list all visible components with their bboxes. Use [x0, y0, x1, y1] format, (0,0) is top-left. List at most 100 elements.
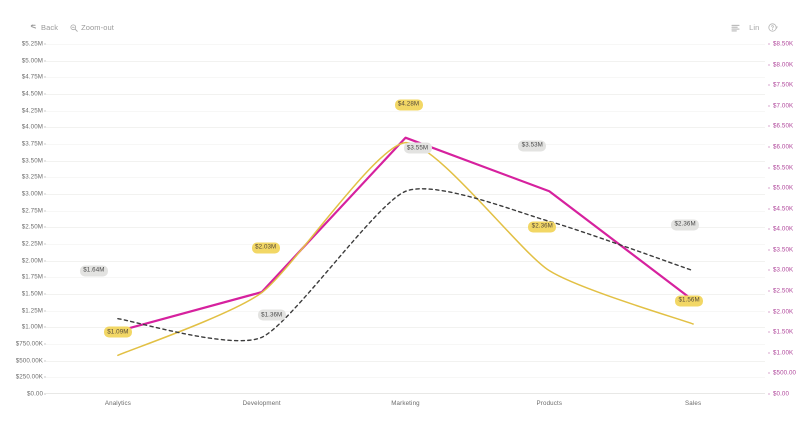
legend-toggle-button[interactable] [731, 24, 740, 32]
left-y-axis-tick-mark [44, 310, 46, 312]
data-label: $1.36M [257, 309, 286, 321]
left-y-axis-tick: $500.00K [15, 357, 43, 365]
left-y-axis-tick-mark [44, 110, 46, 112]
left-y-axis-tick: $2.00M [21, 257, 43, 265]
right-y-axis-tick: $7.50K [773, 81, 794, 89]
chevron-down-icon: ▾ [775, 24, 778, 31]
left-y-axis-tick-mark [44, 43, 46, 45]
right-y-axis-tick: $8.50K [773, 40, 794, 48]
right-y-axis-tick-mark [768, 146, 770, 148]
data-label: $3.55M [403, 142, 432, 154]
gridline [46, 160, 765, 162]
right-y-axis-tick: $2.00K [773, 308, 794, 316]
right-y-axis-tick: $1.50K [773, 328, 794, 336]
left-y-axis-tick-mark [44, 126, 46, 128]
right-y-axis-tick: $1.00K [773, 349, 794, 357]
left-y-axis-tick: $4.50M [21, 90, 43, 98]
left-y-axis-tick-mark [44, 226, 46, 228]
left-y-axis-tick: $4.75M [21, 73, 43, 81]
left-y-axis-tick: $5.00M [21, 57, 43, 65]
gridline [46, 260, 765, 262]
gridline [46, 294, 765, 295]
right-y-axis-tick-mark [768, 167, 770, 169]
left-y-axis-tick-mark [44, 243, 46, 245]
series-layer [115, 136, 696, 357]
right-y-axis-tick: $8.00K [773, 61, 794, 69]
gridline [46, 377, 765, 379]
gridline [46, 227, 765, 229]
data-label: $1.64M [79, 265, 108, 277]
left-y-axis-tick: $1.00M [21, 323, 43, 331]
left-y-axis-tick: $0.00 [27, 390, 43, 398]
left-y-axis-tick: $750.00K [15, 340, 43, 348]
right-y-axis-tick-mark [768, 290, 770, 292]
left-y-axis-tick-mark [44, 376, 46, 378]
right-y-axis-tick: $5.00K [773, 184, 794, 192]
left-y-axis-tick: $1.75M [21, 273, 43, 281]
gridline [46, 60, 765, 62]
left-y-axis-tick-mark [44, 360, 46, 362]
right-y-axis-tick-mark [768, 105, 770, 107]
data-label: $4.28M [394, 99, 423, 111]
back-arrow-icon [30, 24, 38, 32]
left-y-axis-tick: $2.75M [21, 207, 43, 215]
data-label: $2.36M [671, 219, 700, 231]
left-y-axis-tick: $4.25M [21, 107, 43, 115]
left-y-axis-tick: $4.00M [21, 123, 43, 131]
left-y-axis-tick: $3.25M [21, 173, 43, 181]
gridline [46, 244, 765, 245]
series-line-dotted-series [117, 188, 694, 342]
x-axis-tick-marketing: Marketing [391, 400, 420, 407]
series-line-magenta-series [116, 136, 695, 333]
right-y-axis-tick-mark [768, 208, 770, 210]
back-button[interactable]: Back [30, 24, 58, 32]
left-y-axis-tick: $2.50M [21, 223, 43, 231]
right-y-axis-tick: $500.00 [773, 369, 797, 377]
series-line-yellow-series [117, 141, 694, 357]
right-y-axis-tick: $3.00K [773, 266, 794, 274]
gridline [46, 344, 765, 345]
left-y-axis-tick-mark [44, 143, 46, 145]
right-y-axis-tick-mark [768, 187, 770, 189]
right-y-axis-tick-mark [768, 331, 770, 333]
left-y-axis-tick-mark [44, 293, 46, 295]
help-button[interactable]: ▾ [768, 23, 778, 32]
toolbar-right-group: Lin ▾ [731, 23, 778, 32]
chart-canvas: $0.00 $250.00K $500.00K $750.00K $1.00M $1.25… [0, 34, 800, 445]
right-y-axis-tick: $4.00K [773, 225, 794, 233]
left-y-axis-tick-mark [44, 176, 46, 178]
right-y-axis-tick-mark [768, 393, 770, 395]
gridline [46, 310, 765, 312]
left-y-axis-tick-mark [44, 160, 46, 162]
right-y-axis-tick-mark [768, 372, 770, 374]
left-y-axis-tick-mark [44, 393, 46, 395]
right-y-axis-tick: $3.50K [773, 246, 794, 254]
gridline [46, 94, 765, 95]
right-y-axis-tick-mark [768, 311, 770, 313]
gridline [46, 327, 765, 329]
x-axis-tick-products: Products [536, 400, 563, 407]
scale-mode-button[interactable]: Lin [749, 24, 759, 32]
left-y-axis-tick: $3.75M [21, 140, 43, 148]
chart-toolbar: Back Zoom-out [0, 0, 800, 34]
left-y-axis-tick-mark [44, 260, 46, 262]
left-y-axis-tick: $1.50M [21, 290, 43, 298]
gridline [46, 127, 765, 129]
zoom-out-button[interactable]: Zoom-out [70, 24, 114, 32]
right-y-axis-tick-mark [768, 249, 770, 251]
right-y-axis-tick: $2.50K [773, 287, 794, 295]
right-y-axis-tick: $5.50K [773, 164, 794, 172]
gridline [46, 44, 765, 45]
x-axis-tick-analytics: Analytics [104, 400, 131, 407]
left-y-axis-tick-mark [44, 326, 46, 328]
gridline [46, 210, 765, 212]
data-label: $3.53M [518, 140, 547, 152]
right-y-axis-tick-mark [768, 64, 770, 66]
left-y-axis-tick: $3.50M [21, 157, 43, 165]
right-y-axis: $0.00 $500.00 $1.00K $1.50K $2.00K $2.50K $3.0… [768, 40, 800, 398]
x-axis-baseline [46, 393, 765, 394]
toolbar-left-group: Back Zoom-out [30, 24, 114, 32]
x-axis: Analytics Development Marketing Products Sal… [46, 396, 765, 414]
left-y-axis-tick: $250.00K [15, 373, 43, 381]
scale-mode-label: Lin [749, 22, 760, 32]
